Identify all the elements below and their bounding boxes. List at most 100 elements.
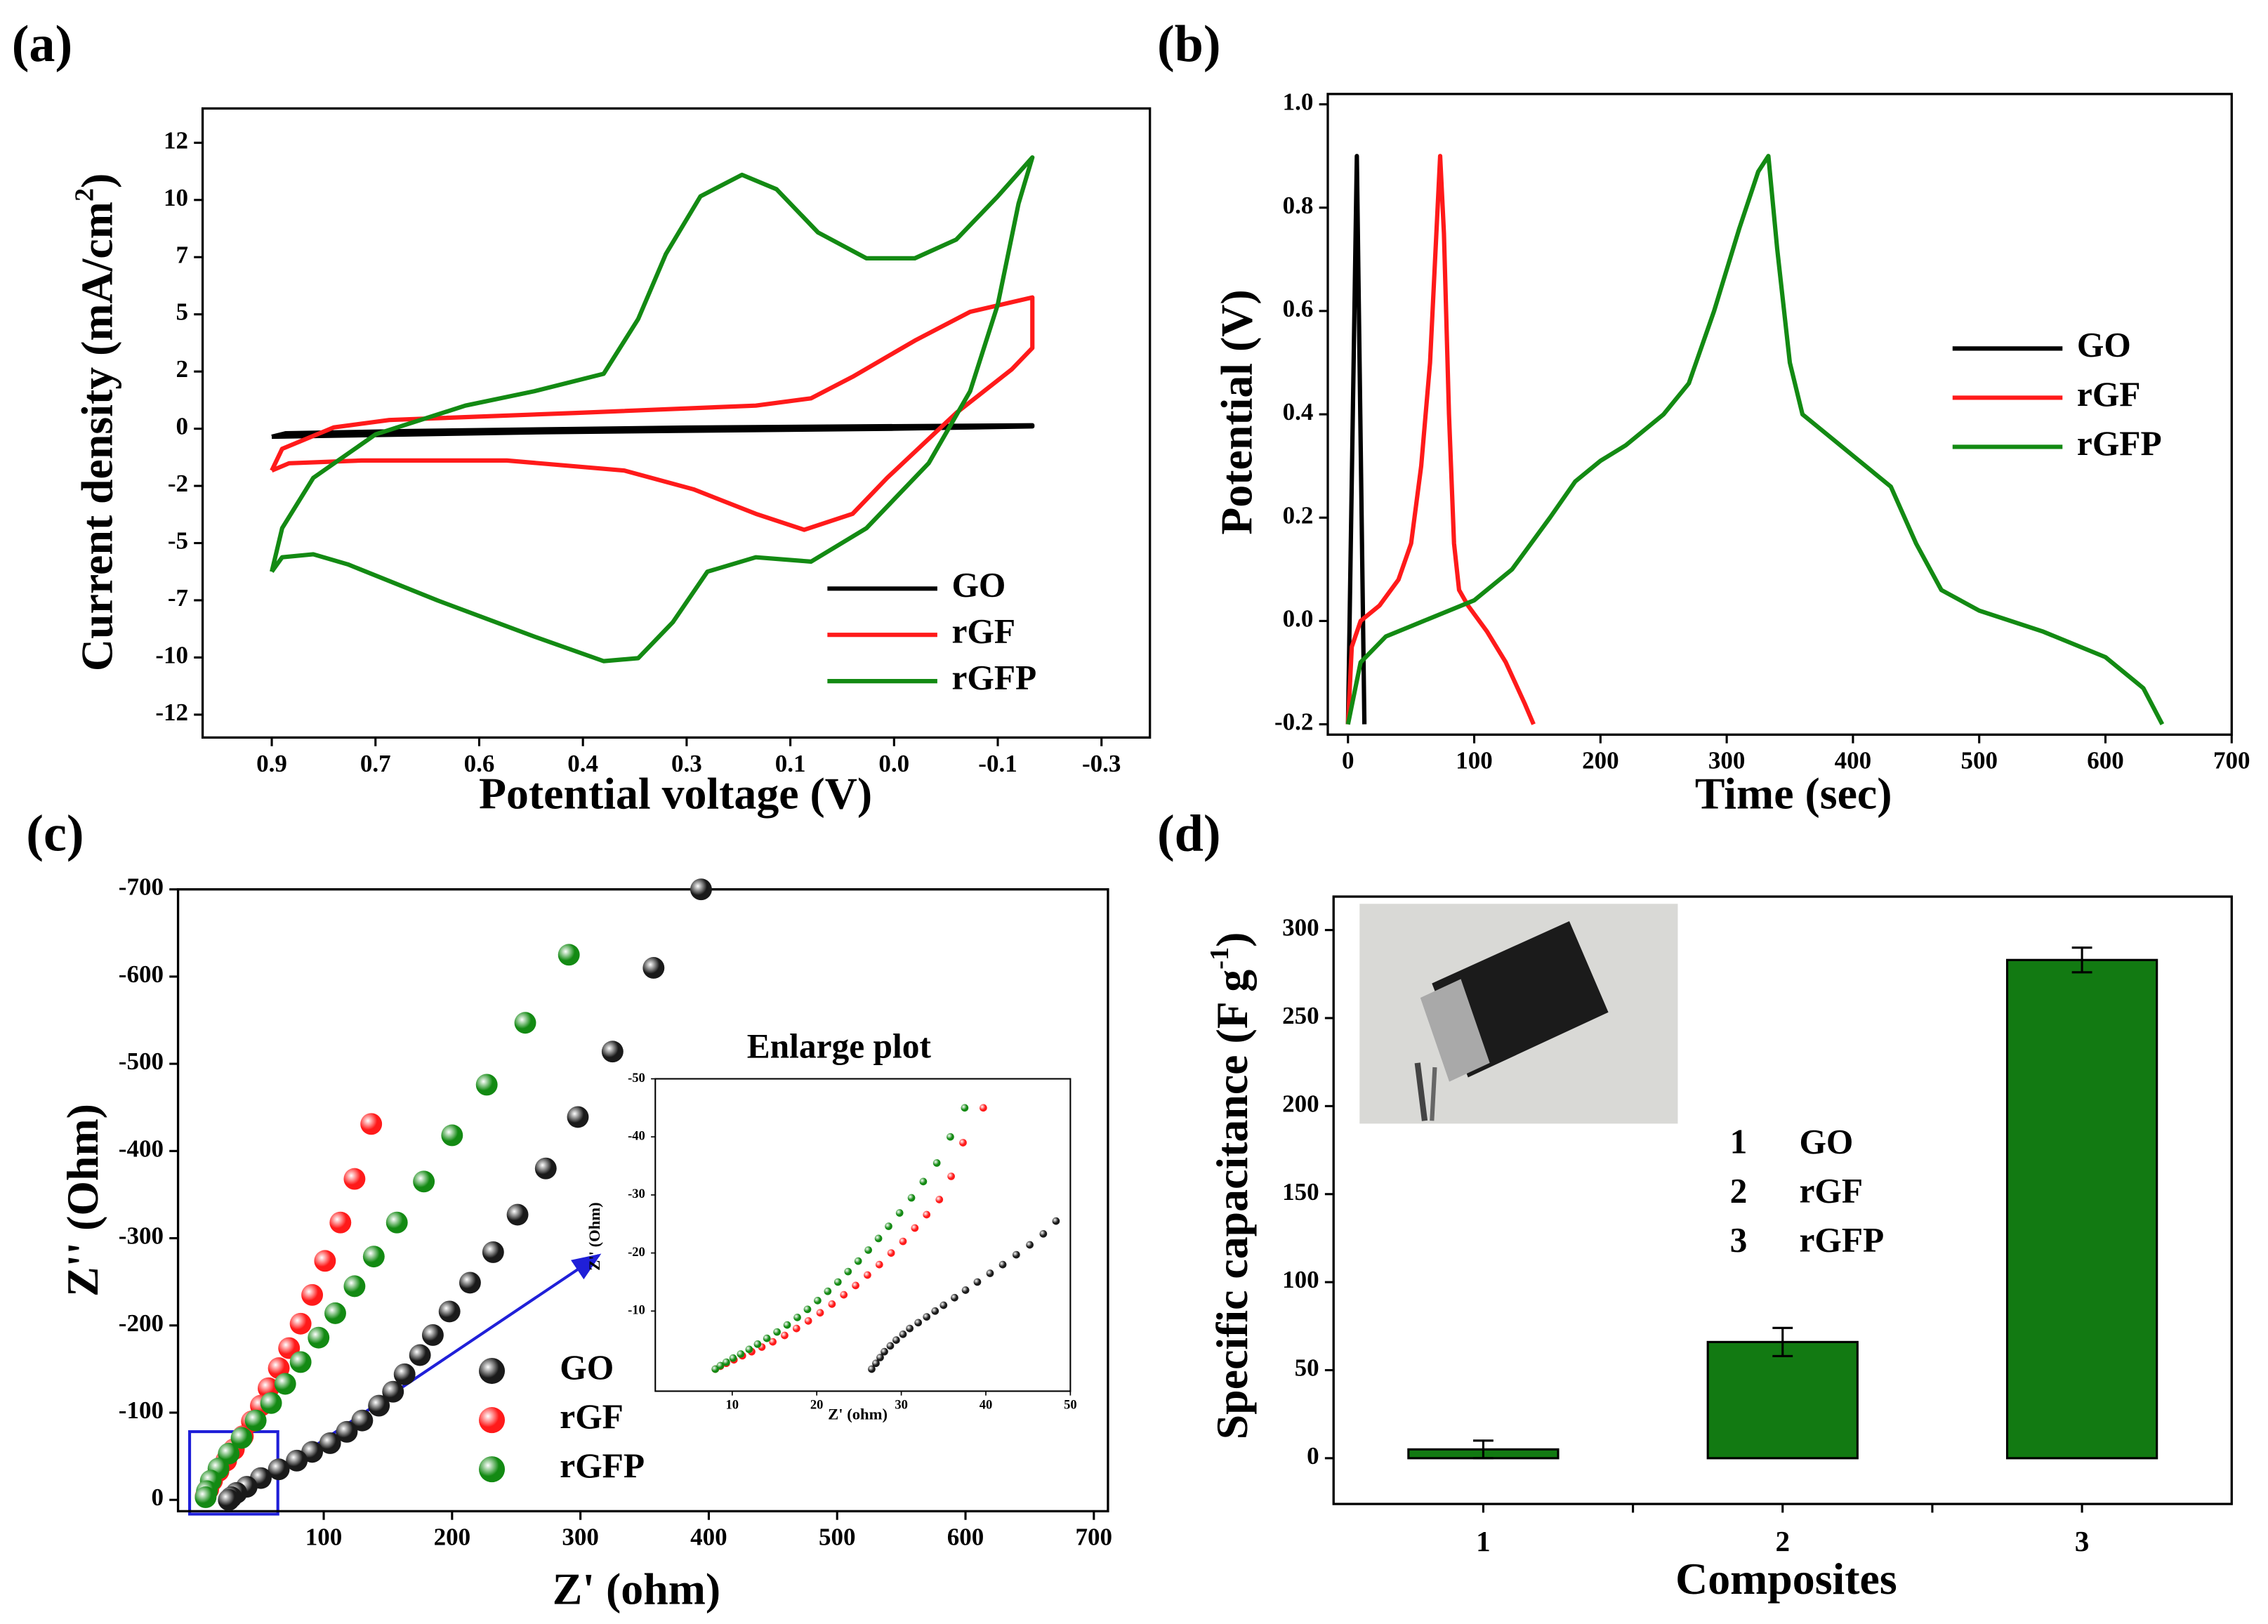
data-point xyxy=(601,1041,624,1063)
data-point xyxy=(745,1345,753,1354)
y-tick-label: -100 xyxy=(119,1397,164,1424)
x-tick-label: 30 xyxy=(895,1398,908,1413)
y-tick-label: 200 xyxy=(1282,1090,1319,1117)
x-tick-label: 20 xyxy=(810,1398,824,1413)
data-point xyxy=(763,1334,771,1342)
y-axis-label-text: Z'' (Ohm) xyxy=(586,1202,603,1270)
data-point xyxy=(409,1344,431,1366)
key-label: GO xyxy=(1799,1123,1853,1161)
data-point xyxy=(385,1211,408,1234)
legend-label: rGF xyxy=(2077,375,2141,414)
x-tick-label: 500 xyxy=(1960,747,1998,774)
plot-frame xyxy=(176,888,1109,1512)
data-point xyxy=(998,1260,1007,1269)
y-axis-label-sup: -1 xyxy=(1205,947,1234,970)
legend-label: rGFP xyxy=(560,1446,645,1485)
x-tick-label: 700 xyxy=(1076,1524,1113,1551)
data-point xyxy=(899,1237,907,1246)
error-bar xyxy=(2071,946,2092,974)
y-axis-label-text: Specific capacitance (F g xyxy=(1207,970,1257,1440)
data-point xyxy=(868,1365,876,1373)
data-point xyxy=(899,1331,907,1338)
y-tick-label: 7 xyxy=(176,241,188,268)
bar xyxy=(1706,1340,1859,1460)
x-tick-label: 100 xyxy=(1456,747,1492,774)
data-point xyxy=(506,1203,529,1226)
data-point xyxy=(268,1458,290,1481)
data-point xyxy=(723,1358,730,1366)
data-point xyxy=(833,1278,842,1286)
x-tick-label: -0.1 xyxy=(978,750,1017,777)
x-tick-label: 2 xyxy=(1775,1525,1790,1557)
x-tick-label: 0.7 xyxy=(360,750,391,777)
data-point xyxy=(319,1432,341,1454)
x-tick-label: 100 xyxy=(305,1524,343,1551)
data-point xyxy=(475,1074,498,1096)
x-tick-label: 0.1 xyxy=(775,750,806,777)
data-point xyxy=(362,1246,385,1268)
y-axis-label: Z'' (Ohm) xyxy=(57,1104,107,1297)
data-point xyxy=(986,1269,994,1277)
legend-label: rGFP xyxy=(2077,424,2162,463)
x-axis-label: Z' (ohm) xyxy=(828,1406,888,1423)
data-point xyxy=(864,1271,871,1279)
data-point xyxy=(961,1104,969,1112)
y-axis-label: Current density (mA/cm2) xyxy=(70,173,121,671)
bar xyxy=(2005,958,2158,1460)
plot-frame xyxy=(201,107,1152,739)
plot-frame xyxy=(654,1078,1072,1392)
y-tick-label: 300 xyxy=(1282,914,1319,942)
data-point xyxy=(840,1290,848,1299)
key-label: rGF xyxy=(1799,1172,1863,1210)
data-point xyxy=(274,1373,296,1395)
y-tick-label: 0 xyxy=(151,1484,164,1511)
data-point xyxy=(844,1267,852,1276)
y-tick-label: 50 xyxy=(1295,1354,1319,1382)
key-label: rGFP xyxy=(1799,1221,1884,1260)
x-tick-label: 600 xyxy=(2087,747,2124,774)
y-tick-label: 10 xyxy=(164,184,188,211)
y-tick-label: 0.4 xyxy=(1283,398,1314,425)
y-tick-label: -200 xyxy=(119,1309,164,1337)
data-point xyxy=(852,1281,859,1290)
y-tick-label: -50 xyxy=(628,1071,645,1085)
data-point xyxy=(360,1113,383,1135)
data-point xyxy=(289,1312,312,1335)
x-axis-label: Composites xyxy=(1675,1554,1897,1604)
y-tick-label: 0.6 xyxy=(1283,295,1314,322)
x-axis-label: Z' (ohm) xyxy=(553,1564,720,1613)
data-point xyxy=(737,1350,745,1358)
key-number: 2 xyxy=(1730,1172,1748,1210)
series-line xyxy=(1345,154,1367,725)
data-point xyxy=(482,1241,504,1263)
data-point xyxy=(816,1309,824,1317)
y-axis-label: Z'' (Ohm) xyxy=(586,1202,603,1270)
data-point xyxy=(289,1351,312,1373)
data-point xyxy=(947,1173,955,1180)
data-point xyxy=(935,1196,944,1203)
data-point xyxy=(438,1300,461,1323)
y-tick-label: -10 xyxy=(628,1303,645,1318)
data-point xyxy=(911,1224,919,1232)
data-point xyxy=(1012,1250,1020,1259)
legend-label: rGF xyxy=(560,1397,624,1436)
data-point xyxy=(892,1336,900,1344)
legend-label: rGF xyxy=(951,612,1015,651)
data-point xyxy=(230,1427,253,1449)
data-point xyxy=(959,1139,967,1147)
data-point xyxy=(864,1246,872,1254)
data-point xyxy=(286,1449,308,1472)
data-point xyxy=(793,1314,801,1321)
data-point xyxy=(932,1159,941,1167)
data-point xyxy=(923,1210,931,1219)
panel-label: (a) xyxy=(12,15,72,73)
legend-label: rGFP xyxy=(951,658,1036,697)
data-point xyxy=(939,1301,948,1309)
y-tick-label: -700 xyxy=(119,873,164,901)
data-point xyxy=(973,1278,982,1286)
data-point xyxy=(886,1342,895,1350)
data-point xyxy=(895,1209,904,1217)
legend-swatch xyxy=(478,1358,506,1385)
data-point xyxy=(260,1392,282,1414)
